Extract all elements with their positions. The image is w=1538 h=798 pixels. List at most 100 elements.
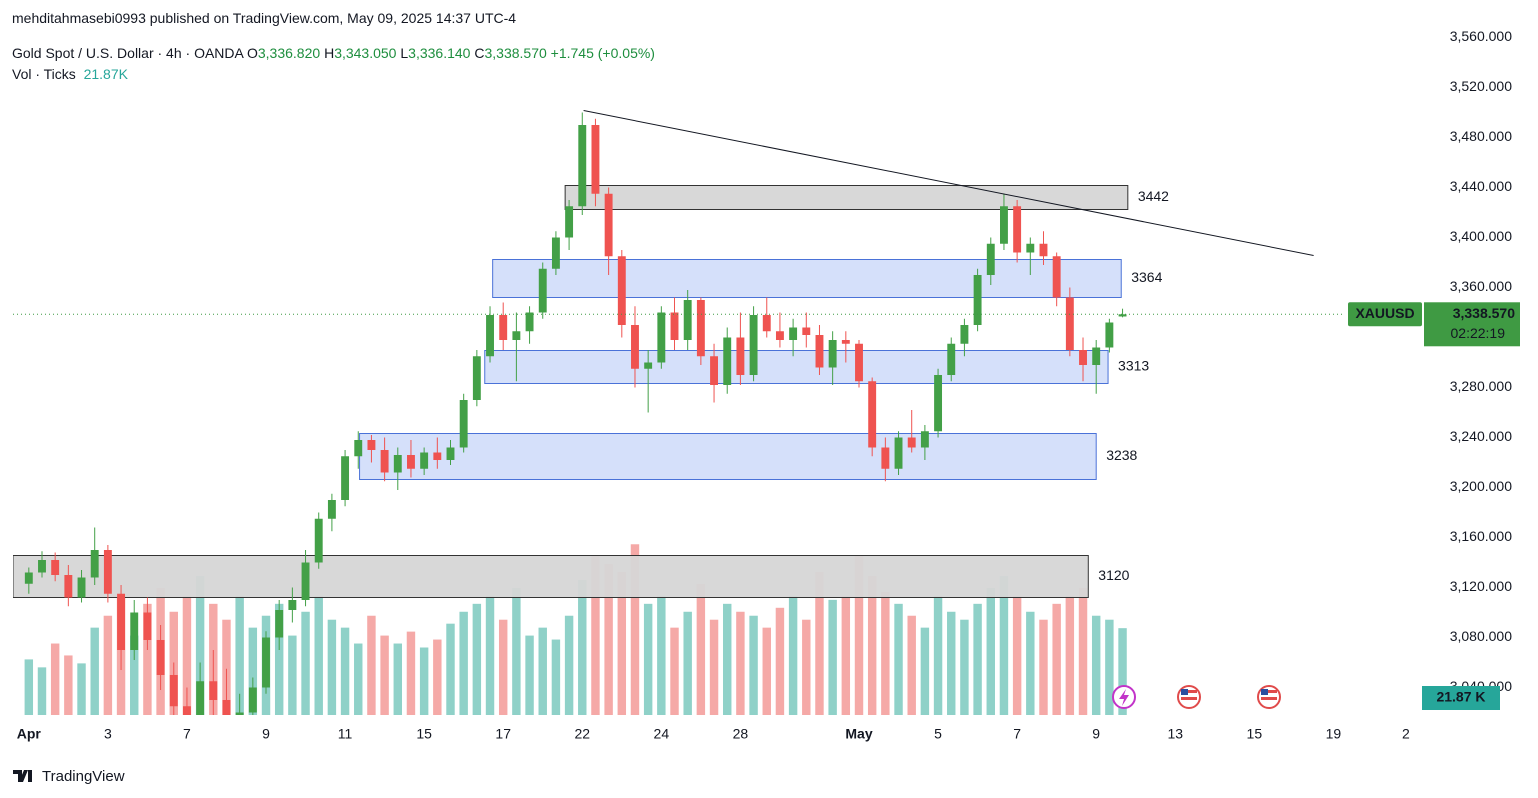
candle-body — [670, 312, 679, 340]
volume-bar — [1091, 615, 1101, 715]
x-tick-label: Apr — [17, 726, 42, 742]
volume-bar — [1118, 628, 1127, 715]
volume-bar — [986, 587, 995, 715]
volume-bar — [301, 611, 310, 715]
candle-body — [182, 706, 191, 715]
zone-label: 3120 — [1098, 567, 1129, 583]
candle-body — [1105, 322, 1114, 348]
candle-body — [894, 437, 903, 469]
candle-body — [38, 560, 46, 573]
candle-body — [565, 206, 574, 238]
volume-bar — [195, 576, 205, 715]
brand-logo: TradingView — [13, 768, 125, 785]
candle-body — [472, 356, 481, 400]
x-tick-label: 24 — [654, 726, 670, 742]
volume-bar — [551, 639, 561, 715]
volume-layer — [24, 544, 1127, 715]
candle-body — [1079, 350, 1087, 365]
volume-bar — [1012, 595, 1022, 715]
candle-body — [920, 431, 929, 448]
legend-ohlc-key: H — [324, 45, 335, 61]
volume-bar — [1052, 603, 1061, 715]
volume-bar — [683, 611, 692, 715]
x-tick-label: 22 — [574, 726, 590, 742]
candle-body — [24, 572, 33, 584]
candle-body — [723, 337, 732, 385]
candle-body — [789, 327, 798, 340]
y-tick-label: 3,360.000 — [1450, 278, 1512, 294]
volume-bar — [143, 603, 152, 715]
volume-bar — [354, 643, 363, 715]
candle-body — [934, 375, 943, 432]
candle-body — [538, 268, 547, 313]
candle-body — [881, 447, 890, 469]
candle-body — [525, 312, 534, 332]
volume-bar — [498, 619, 508, 715]
volume-bar — [643, 603, 653, 715]
candle-body — [986, 243, 995, 275]
candle-body — [327, 500, 336, 519]
volume-bar — [393, 643, 403, 715]
volume-bar — [604, 564, 613, 715]
zone — [484, 350, 1109, 384]
legend-ohlc-value: 3,338.570 — [484, 45, 547, 61]
candle-body — [209, 681, 218, 700]
candle-body — [1118, 314, 1127, 317]
candle-body — [855, 343, 863, 382]
volume-bar — [578, 580, 587, 715]
volume-bar — [274, 603, 284, 715]
legend-ohlc-key: L — [400, 45, 409, 61]
x-tick-label: 17 — [495, 726, 511, 742]
x-tick-label: 7 — [1013, 726, 1021, 742]
zone-label: 3238 — [1106, 447, 1137, 463]
zone — [13, 555, 1089, 598]
candle-body — [907, 437, 916, 448]
x-tick-label: 15 — [1247, 726, 1263, 742]
volume-bar — [762, 627, 771, 715]
candle-body — [512, 331, 521, 340]
volume-bar — [235, 595, 244, 715]
volume-bar — [130, 635, 139, 715]
candle-body — [169, 675, 178, 707]
candle-body — [696, 300, 705, 357]
volume-bar — [1039, 619, 1048, 715]
flag-stripe — [1261, 697, 1277, 700]
volume-bar — [933, 595, 943, 715]
volume-bar — [538, 627, 547, 715]
y-tick-label: 3,200.000 — [1450, 478, 1512, 494]
legend-ohlc-value: 3,336.140 — [408, 45, 471, 61]
publisher: mehditahmasebi0993 published on TradingV… — [12, 10, 517, 26]
zones-layer — [13, 185, 1129, 598]
symbol-label: XAUUSD — [1355, 305, 1414, 321]
x-tick-label: 19 — [1326, 726, 1342, 742]
candle-body — [77, 577, 86, 598]
y-tick-label: 3,080.000 — [1450, 628, 1512, 644]
volume-bar — [1065, 595, 1075, 715]
volume-badge — [1422, 686, 1500, 710]
candle-body — [64, 575, 73, 598]
candle-body — [578, 125, 587, 207]
volume-bar — [340, 627, 350, 715]
volume-bar — [907, 615, 916, 715]
candle-body — [486, 315, 494, 357]
candle-body — [604, 193, 613, 257]
candle-body — [90, 550, 99, 578]
candle-body — [117, 593, 126, 650]
volume-bar — [37, 667, 47, 715]
legend-change: +1.745 (+0.05%) — [550, 45, 655, 61]
candle-body — [591, 125, 600, 194]
volume-bar — [723, 603, 732, 715]
candle-body — [433, 452, 442, 460]
y-tick-label: 3,560.000 — [1450, 28, 1512, 44]
volume-bar — [973, 603, 982, 715]
candle-body — [1000, 206, 1008, 244]
candle-body — [960, 325, 969, 344]
legend-ohlc-key: O — [246, 45, 258, 61]
x-tick-label: 13 — [1167, 726, 1183, 742]
legend-ohlc-value: 3,336.820 — [257, 45, 321, 61]
volume-bar — [1078, 587, 1088, 715]
legend-symbol: Gold Spot / U.S. Dollar · 4h · OANDA — [12, 45, 244, 61]
candle-body — [736, 337, 745, 375]
event-icon-bolt — [1119, 689, 1129, 706]
